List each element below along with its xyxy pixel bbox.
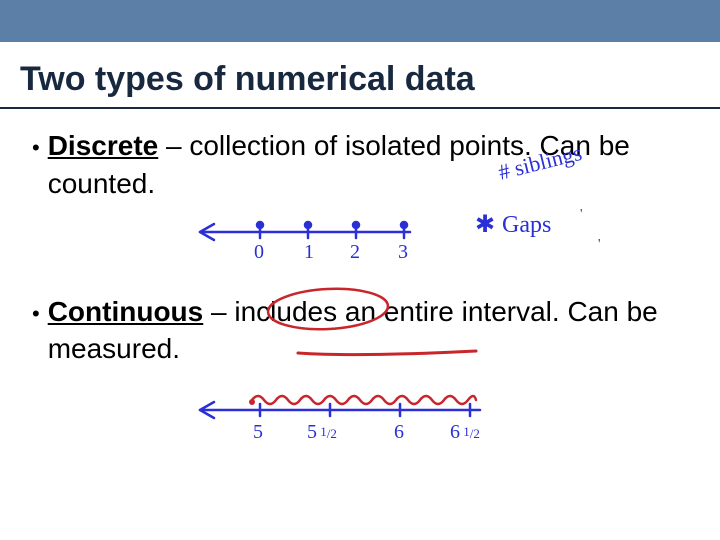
bullet-dot-icon: •	[32, 133, 40, 163]
continuous-tick-labels: 5 5 1/2 6 6 1/2	[253, 421, 480, 443]
bullet-dot-icon: •	[32, 299, 40, 329]
bullet-text: Discrete – collection of isolated points…	[48, 127, 688, 203]
slide-top-bar	[0, 0, 720, 42]
bullet-discrete: • Discrete – collection of isolated poin…	[32, 127, 688, 203]
svg-text:5 1/2: 5 1/2	[307, 421, 337, 443]
svg-text:6 1/2: 6 1/2	[450, 421, 480, 443]
continuous-number-line	[200, 402, 480, 418]
term-discrete: Discrete	[48, 130, 159, 161]
continuous-squiggle-annotation	[252, 396, 476, 404]
bullet-continuous: • Continuous – includes an entire interv…	[32, 293, 688, 369]
slide-title: Two types of numerical data	[0, 42, 720, 109]
slide-body: • Discrete – collection of isolated poin…	[0, 127, 720, 368]
svg-text:5: 5	[253, 421, 263, 443]
bullet-text: Continuous – includes an entire interval…	[48, 293, 688, 369]
term-continuous: Continuous	[48, 296, 204, 327]
svg-text:6: 6	[394, 421, 404, 443]
continuous-start-dot	[249, 399, 255, 405]
